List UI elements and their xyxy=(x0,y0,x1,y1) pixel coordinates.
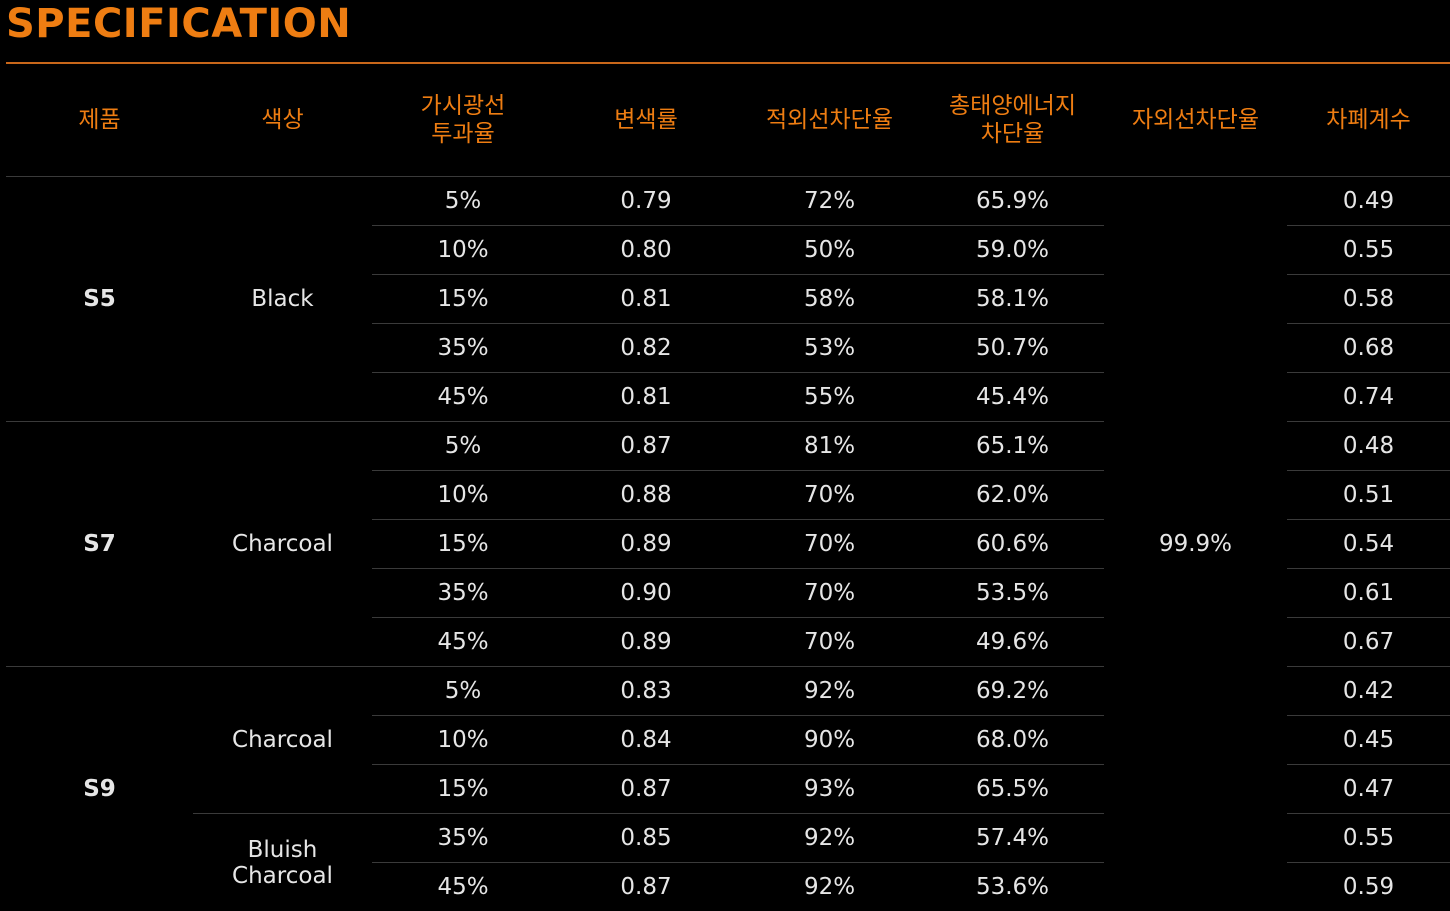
vlt-cell: 15% xyxy=(372,765,554,814)
discolor-cell: 0.89 xyxy=(554,520,738,569)
tser-cell: 50.7% xyxy=(921,324,1104,373)
ir-cell: 92% xyxy=(738,667,921,716)
shading-cell: 0.51 xyxy=(1287,471,1450,520)
product-cell: S9 xyxy=(6,667,193,911)
shading-cell: 0.58 xyxy=(1287,275,1450,324)
vlt-cell: 45% xyxy=(372,373,554,422)
shading-cell: 0.48 xyxy=(1287,422,1450,471)
discolor-cell: 0.90 xyxy=(554,569,738,618)
shading-cell: 0.55 xyxy=(1287,226,1450,275)
product-cell: S7 xyxy=(6,422,193,667)
ir-cell: 70% xyxy=(738,520,921,569)
header-product: 제품 xyxy=(6,64,193,177)
discolor-cell: 0.87 xyxy=(554,863,738,911)
shading-cell: 0.49 xyxy=(1287,177,1450,226)
tser-cell: 57.4% xyxy=(921,814,1104,863)
header-shading: 차폐계수 xyxy=(1287,64,1450,177)
vlt-cell: 5% xyxy=(372,177,554,226)
ir-cell: 92% xyxy=(738,814,921,863)
vlt-cell: 15% xyxy=(372,520,554,569)
discolor-cell: 0.87 xyxy=(554,422,738,471)
shading-cell: 0.61 xyxy=(1287,569,1450,618)
discolor-cell: 0.89 xyxy=(554,618,738,667)
vlt-cell: 45% xyxy=(372,618,554,667)
shading-cell: 0.74 xyxy=(1287,373,1450,422)
tser-cell: 68.0% xyxy=(921,716,1104,765)
vlt-cell: 5% xyxy=(372,667,554,716)
tser-cell: 59.0% xyxy=(921,226,1104,275)
header-discolor: 변색률 xyxy=(554,64,738,177)
shading-cell: 0.54 xyxy=(1287,520,1450,569)
tser-cell: 65.9% xyxy=(921,177,1104,226)
ir-cell: 81% xyxy=(738,422,921,471)
discolor-cell: 0.85 xyxy=(554,814,738,863)
tser-cell: 49.6% xyxy=(921,618,1104,667)
color-cell: Charcoal xyxy=(193,422,372,667)
tser-cell: 53.6% xyxy=(921,863,1104,911)
tser-cell: 60.6% xyxy=(921,520,1104,569)
discolor-cell: 0.83 xyxy=(554,667,738,716)
vlt-cell: 45% xyxy=(372,863,554,911)
header-color: 색상 xyxy=(193,64,372,177)
shading-cell: 0.42 xyxy=(1287,667,1450,716)
color-cell: Charcoal xyxy=(193,667,372,814)
uv-cell: 99.9% xyxy=(1104,177,1287,911)
discolor-cell: 0.79 xyxy=(554,177,738,226)
vlt-cell: 10% xyxy=(372,471,554,520)
vlt-cell: 10% xyxy=(372,226,554,275)
ir-cell: 58% xyxy=(738,275,921,324)
tser-cell: 45.4% xyxy=(921,373,1104,422)
shading-cell: 0.68 xyxy=(1287,324,1450,373)
vlt-cell: 15% xyxy=(372,275,554,324)
discolor-cell: 0.84 xyxy=(554,716,738,765)
shading-cell: 0.45 xyxy=(1287,716,1450,765)
tser-cell: 69.2% xyxy=(921,667,1104,716)
shading-cell: 0.55 xyxy=(1287,814,1450,863)
tser-cell: 65.1% xyxy=(921,422,1104,471)
specification-table: 제품 색상 가시광선 투과율 변색률 적외선차단율 총태양에너지 차단율 자외선… xyxy=(6,64,1450,911)
header-ir: 적외선차단율 xyxy=(738,64,921,177)
ir-cell: 72% xyxy=(738,177,921,226)
ir-cell: 50% xyxy=(738,226,921,275)
discolor-cell: 0.87 xyxy=(554,765,738,814)
tser-cell: 62.0% xyxy=(921,471,1104,520)
header-tser: 총태양에너지 차단율 xyxy=(921,64,1104,177)
tser-cell: 65.5% xyxy=(921,765,1104,814)
discolor-cell: 0.81 xyxy=(554,373,738,422)
discolor-cell: 0.88 xyxy=(554,471,738,520)
ir-cell: 90% xyxy=(738,716,921,765)
ir-cell: 53% xyxy=(738,324,921,373)
header-uv: 자외선차단율 xyxy=(1104,64,1287,177)
header-row: 제품 색상 가시광선 투과율 변색률 적외선차단율 총태양에너지 차단율 자외선… xyxy=(6,64,1450,177)
vlt-cell: 5% xyxy=(372,422,554,471)
ir-cell: 70% xyxy=(738,618,921,667)
ir-cell: 70% xyxy=(738,569,921,618)
page-title: SPECIFICATION xyxy=(6,0,351,48)
ir-cell: 70% xyxy=(738,471,921,520)
ir-cell: 92% xyxy=(738,863,921,911)
vlt-cell: 35% xyxy=(372,324,554,373)
discolor-cell: 0.80 xyxy=(554,226,738,275)
vlt-cell: 35% xyxy=(372,814,554,863)
ir-cell: 55% xyxy=(738,373,921,422)
discolor-cell: 0.81 xyxy=(554,275,738,324)
color-cell: Black xyxy=(193,177,372,422)
shading-cell: 0.59 xyxy=(1287,863,1450,911)
vlt-cell: 10% xyxy=(372,716,554,765)
shading-cell: 0.67 xyxy=(1287,618,1450,667)
product-cell: S5 xyxy=(6,177,193,422)
color-cell: Bluish Charcoal xyxy=(193,814,372,911)
discolor-cell: 0.82 xyxy=(554,324,738,373)
ir-cell: 93% xyxy=(738,765,921,814)
vlt-cell: 35% xyxy=(372,569,554,618)
tser-cell: 58.1% xyxy=(921,275,1104,324)
tser-cell: 53.5% xyxy=(921,569,1104,618)
shading-cell: 0.47 xyxy=(1287,765,1450,814)
header-vlt: 가시광선 투과율 xyxy=(372,64,554,177)
